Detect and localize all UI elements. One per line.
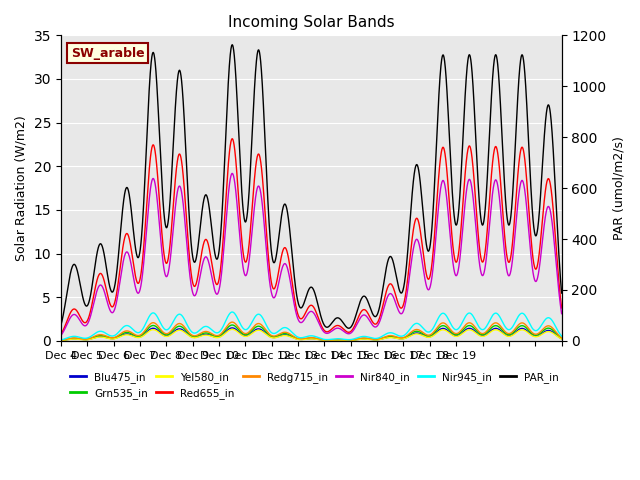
Y-axis label: Solar Radiation (W/m2): Solar Radiation (W/m2) xyxy=(15,115,28,261)
Title: Incoming Solar Bands: Incoming Solar Bands xyxy=(228,15,395,30)
Y-axis label: PAR (umol/m2/s): PAR (umol/m2/s) xyxy=(612,136,625,240)
Legend: Blu475_in, Grn535_in, Yel580_in, Red655_in, Redg715_in, Nir840_in, Nir945_in, PA: Blu475_in, Grn535_in, Yel580_in, Red655_… xyxy=(66,368,563,403)
Text: SW_arable: SW_arable xyxy=(71,47,145,60)
